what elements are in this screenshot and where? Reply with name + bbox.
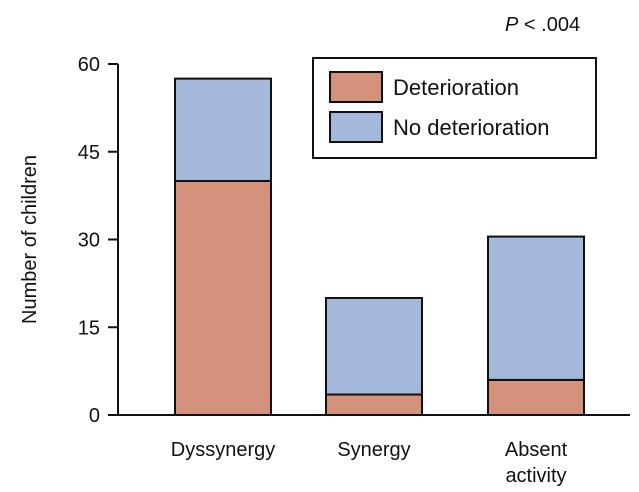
- y-tick-label: 30: [78, 230, 100, 252]
- x-tick-label: Absent: [505, 439, 568, 461]
- x-tick-label: Dyssynergy: [171, 439, 275, 461]
- bar-no-deterioration: [174, 77, 272, 182]
- legend-label: No deterioration: [393, 115, 550, 140]
- y-tick-label: 0: [89, 405, 100, 427]
- bar-deterioration: [325, 393, 423, 416]
- x-tick-label: Synergy: [337, 439, 410, 461]
- y-tick-label: 45: [78, 142, 100, 164]
- p-value-annotation: P < .004: [505, 14, 581, 36]
- y-axis-title: Number of children: [19, 155, 41, 324]
- legend-swatch: [329, 111, 383, 143]
- legend-label: Deterioration: [393, 75, 519, 100]
- x-tick-label: activity: [505, 465, 566, 487]
- bar-no-deterioration: [487, 235, 585, 381]
- bar-deterioration: [174, 180, 272, 416]
- legend-swatch: [329, 71, 383, 103]
- y-tick-label: 15: [78, 317, 100, 339]
- bar-deterioration: [487, 378, 585, 416]
- bar-no-deterioration: [325, 297, 423, 396]
- y-tick-label: 60: [78, 54, 100, 76]
